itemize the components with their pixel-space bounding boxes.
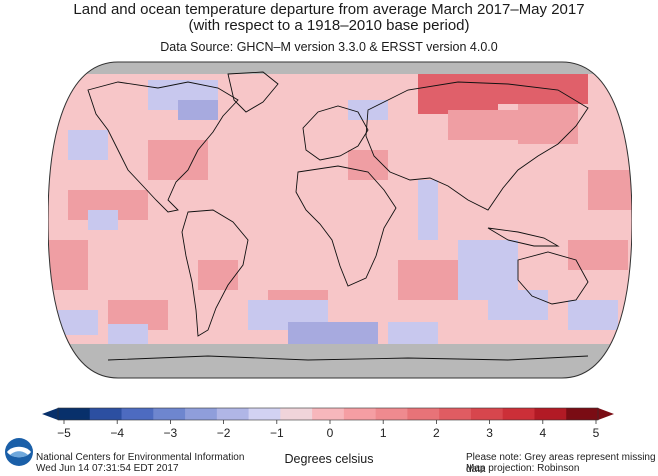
colorbar-segment — [153, 408, 186, 420]
data-source-label: Data Source: GHCN–M version 3.3.0 & ERSS… — [160, 40, 498, 54]
colorbar-segment — [121, 408, 154, 420]
noaa-logo-icon — [5, 438, 33, 466]
colorbar-tick-label: −3 — [164, 426, 178, 440]
colorbar-segment — [312, 408, 345, 420]
missing-data-note: Please note: Grey areas represent missin… — [466, 452, 656, 475]
colorbar-tick-label: −4 — [110, 426, 124, 440]
colorbar-tick-label: 2 — [433, 426, 440, 440]
anomaly-cell — [398, 260, 458, 300]
anomaly-cell — [148, 140, 208, 180]
colorbar-segment — [248, 408, 281, 420]
anomaly-cell — [68, 130, 108, 160]
projection-note: Map projection: Robinson — [466, 463, 580, 474]
colorbar-tick-label: 5 — [593, 426, 600, 440]
anomaly-cell — [58, 310, 98, 335]
colorbar-tick-label: −5 — [57, 426, 71, 440]
asia-outline — [365, 81, 589, 211]
missing-data-north — [48, 62, 632, 74]
anomaly-cell — [288, 322, 378, 344]
colorbar-tick-label: 0 — [327, 426, 334, 440]
anomaly-cell — [108, 324, 148, 344]
anomaly-cell — [418, 74, 498, 114]
continent-outlines — [87, 71, 589, 361]
anomaly-cell — [48, 240, 88, 290]
anomaly-grid-cells — [48, 74, 632, 344]
colorbar-segment — [566, 408, 599, 420]
anomaly-cell — [178, 100, 218, 120]
anomaly-cell — [568, 300, 618, 330]
generated-timestamp: Wed Jun 14 07:31:54 EDT 2017 — [36, 463, 179, 474]
map-subtitle: (with respect to a 1918–2010 base period… — [188, 17, 470, 34]
colorbar-tick-label: 4 — [539, 426, 546, 440]
europe-outline — [302, 105, 369, 161]
colorbar-border — [57, 407, 599, 421]
colorbar-segment — [185, 408, 218, 420]
colorbar-segment — [343, 408, 377, 420]
colorbar-max-arrow — [598, 408, 614, 420]
anomaly-cell — [488, 290, 548, 320]
australia-outline — [517, 251, 589, 305]
south-america-outline — [181, 209, 249, 337]
colorbar-segment — [502, 408, 536, 420]
colorbar-segment — [58, 408, 91, 420]
map-svg — [48, 61, 632, 379]
colorbar-segment — [534, 408, 567, 420]
colorbar-segment — [89, 408, 123, 420]
indonesia-outline — [487, 227, 560, 247]
anomaly-cell — [448, 110, 528, 140]
north-america-outline — [87, 81, 239, 213]
colorbar-segment — [375, 408, 409, 420]
colorbar-segment — [407, 408, 440, 420]
map-frame — [48, 61, 632, 379]
colorbar-tick-label: −1 — [270, 426, 284, 440]
anomaly-cell — [518, 104, 578, 144]
colorbar-segments — [42, 407, 614, 421]
anomaly-cell — [418, 180, 438, 240]
missing-data-south — [48, 344, 632, 378]
antarctica-coast — [107, 355, 589, 361]
colorbar-min-arrow — [42, 408, 58, 420]
greenland-outline — [227, 71, 279, 113]
africa-outline — [295, 165, 397, 287]
colorbar-segment — [470, 408, 504, 420]
colorbar-label: Degrees celsius — [284, 452, 374, 466]
world-temperature-map — [48, 60, 632, 380]
colorbar-ticks: −5 −4 −3 −2 −1 0 1 2 3 4 5 — [57, 420, 600, 440]
colorbar-segment — [280, 408, 313, 420]
org-name: National Centers for Environmental Infor… — [36, 452, 245, 463]
colorbar: −5 −4 −3 −2 −1 0 1 2 3 4 5 — [42, 407, 614, 440]
colorbar-tick-label: 1 — [380, 426, 387, 440]
map-title: Land and ocean temperature departure fro… — [73, 1, 585, 18]
colorbar-tick-label: 3 — [486, 426, 493, 440]
colorbar-segment — [439, 408, 472, 420]
anomaly-cell — [568, 240, 628, 270]
colorbar-tick-label: −2 — [217, 426, 231, 440]
colorbar-segment — [216, 408, 250, 420]
anomaly-cell — [198, 260, 238, 290]
anomaly-cell — [388, 322, 438, 344]
anomaly-cell — [588, 170, 632, 210]
anomaly-cell — [348, 150, 388, 180]
anomaly-cell — [88, 210, 118, 230]
